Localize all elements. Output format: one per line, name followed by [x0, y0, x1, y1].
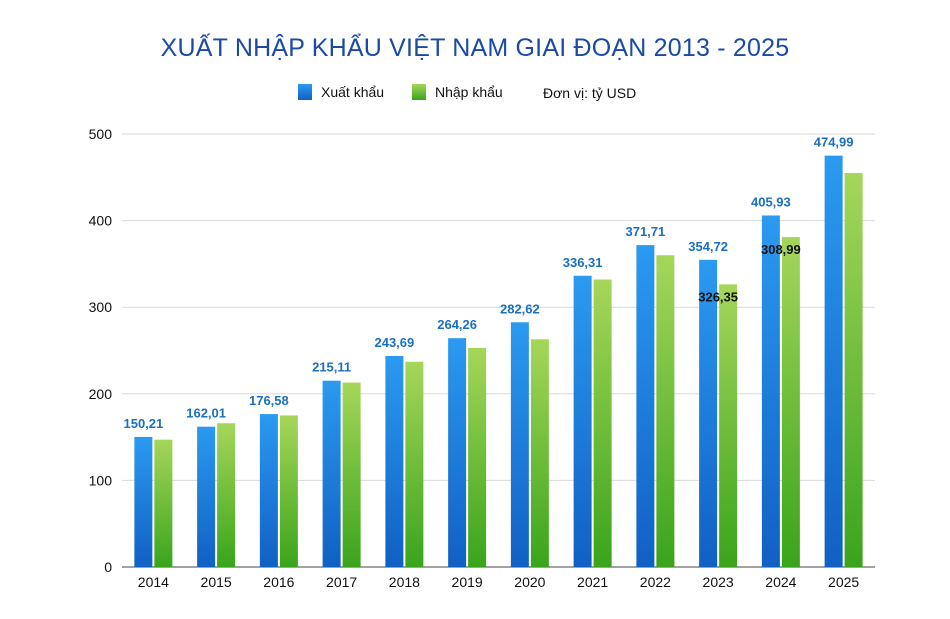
bar-export: [510, 322, 529, 567]
x-tick-label: 2017: [326, 574, 357, 590]
bar-export: [385, 355, 404, 567]
bar-import: [279, 415, 298, 567]
data-label-import: 326,35: [698, 289, 738, 304]
x-tick-label: 2018: [389, 574, 420, 590]
x-tick-label: 2020: [514, 574, 545, 590]
bar-export: [322, 380, 341, 567]
bar-import: [593, 279, 612, 567]
bar-import: [154, 439, 173, 567]
bar-import: [342, 382, 361, 567]
x-tick-label: 2014: [138, 574, 169, 590]
data-label-export: 243,69: [374, 335, 414, 350]
data-label-export: 264,26: [437, 317, 477, 332]
bar-export: [197, 426, 216, 567]
y-tick-label: 200: [89, 386, 113, 402]
y-tick-label: 0: [104, 559, 112, 575]
bar-export: [636, 245, 655, 568]
y-tick-label: 300: [89, 299, 113, 315]
data-label-export: 354,72: [688, 239, 728, 254]
bar-import: [719, 284, 738, 567]
data-labels: 150,21 162,01 176,58 215,11 243,69 264,26 282,…: [123, 135, 853, 431]
bar-import: [217, 423, 236, 567]
bar-export: [824, 155, 843, 567]
data-label-export: 474,99: [814, 135, 854, 150]
chart-legend: Xuất khẩu Nhập khẩu Đơn vị: tỷ USD: [0, 84, 950, 106]
chart-title: XUẤT NHẬP KHẨU VIỆT NAM GIAI ĐOẠN 2013 -…: [160, 34, 790, 62]
data-label-import: 308,99: [761, 242, 801, 257]
data-label-export: 176,58: [249, 393, 289, 408]
bar-export: [699, 259, 718, 567]
x-tick-label: 2021: [577, 574, 608, 590]
bar-export: [761, 215, 780, 568]
bar-export: [134, 436, 153, 567]
bar-export: [573, 275, 592, 567]
data-label-export: 336,31: [563, 255, 603, 270]
y-tick-label: 500: [89, 126, 113, 142]
x-tick-label: 2016: [263, 574, 294, 590]
legend-swatch-import: [412, 84, 426, 100]
bar-import: [844, 172, 863, 567]
x-tick-label: 2023: [703, 574, 734, 590]
bar-export: [259, 414, 278, 567]
x-tick-label: 2015: [201, 574, 232, 590]
unit-label: Đơn vị: tỷ USD: [543, 85, 637, 101]
legend-label-import: Nhập khẩu: [435, 84, 503, 100]
data-label-export: 282,62: [500, 301, 540, 316]
x-tick-label: 2022: [640, 574, 671, 590]
y-tick-label: 100: [89, 472, 113, 488]
legend-swatch-export: [298, 84, 312, 100]
y-axis: 0 100 200 300 400 500: [89, 126, 113, 575]
x-tick-label: 2025: [828, 574, 859, 590]
x-axis: 2014 2015 2016 2017 2018 2019 2020 2021 2022 2023…: [138, 574, 860, 590]
legend-label-export: Xuất khẩu: [321, 84, 385, 100]
bar-import: [530, 339, 549, 567]
data-label-export: 371,71: [625, 224, 665, 239]
data-label-export: 405,93: [751, 194, 791, 209]
data-label-export: 215,11: [312, 360, 351, 375]
gridlines: [122, 133, 875, 568]
bar-export: [448, 338, 467, 567]
bar-import: [468, 347, 487, 567]
y-tick-label: 400: [89, 213, 113, 229]
legend-item-export: Xuất khẩu: [298, 84, 384, 100]
x-tick-label: 2024: [765, 574, 796, 590]
bar-import: [656, 255, 675, 568]
bar-import: [405, 361, 424, 567]
data-label-export: 162,01: [186, 406, 226, 421]
legend-item-import: Nhập khẩu: [412, 84, 503, 100]
bars: [134, 155, 863, 568]
bar-import: [781, 237, 800, 567]
data-label-export: 150,21: [123, 416, 163, 431]
x-tick-label: 2019: [452, 574, 483, 590]
